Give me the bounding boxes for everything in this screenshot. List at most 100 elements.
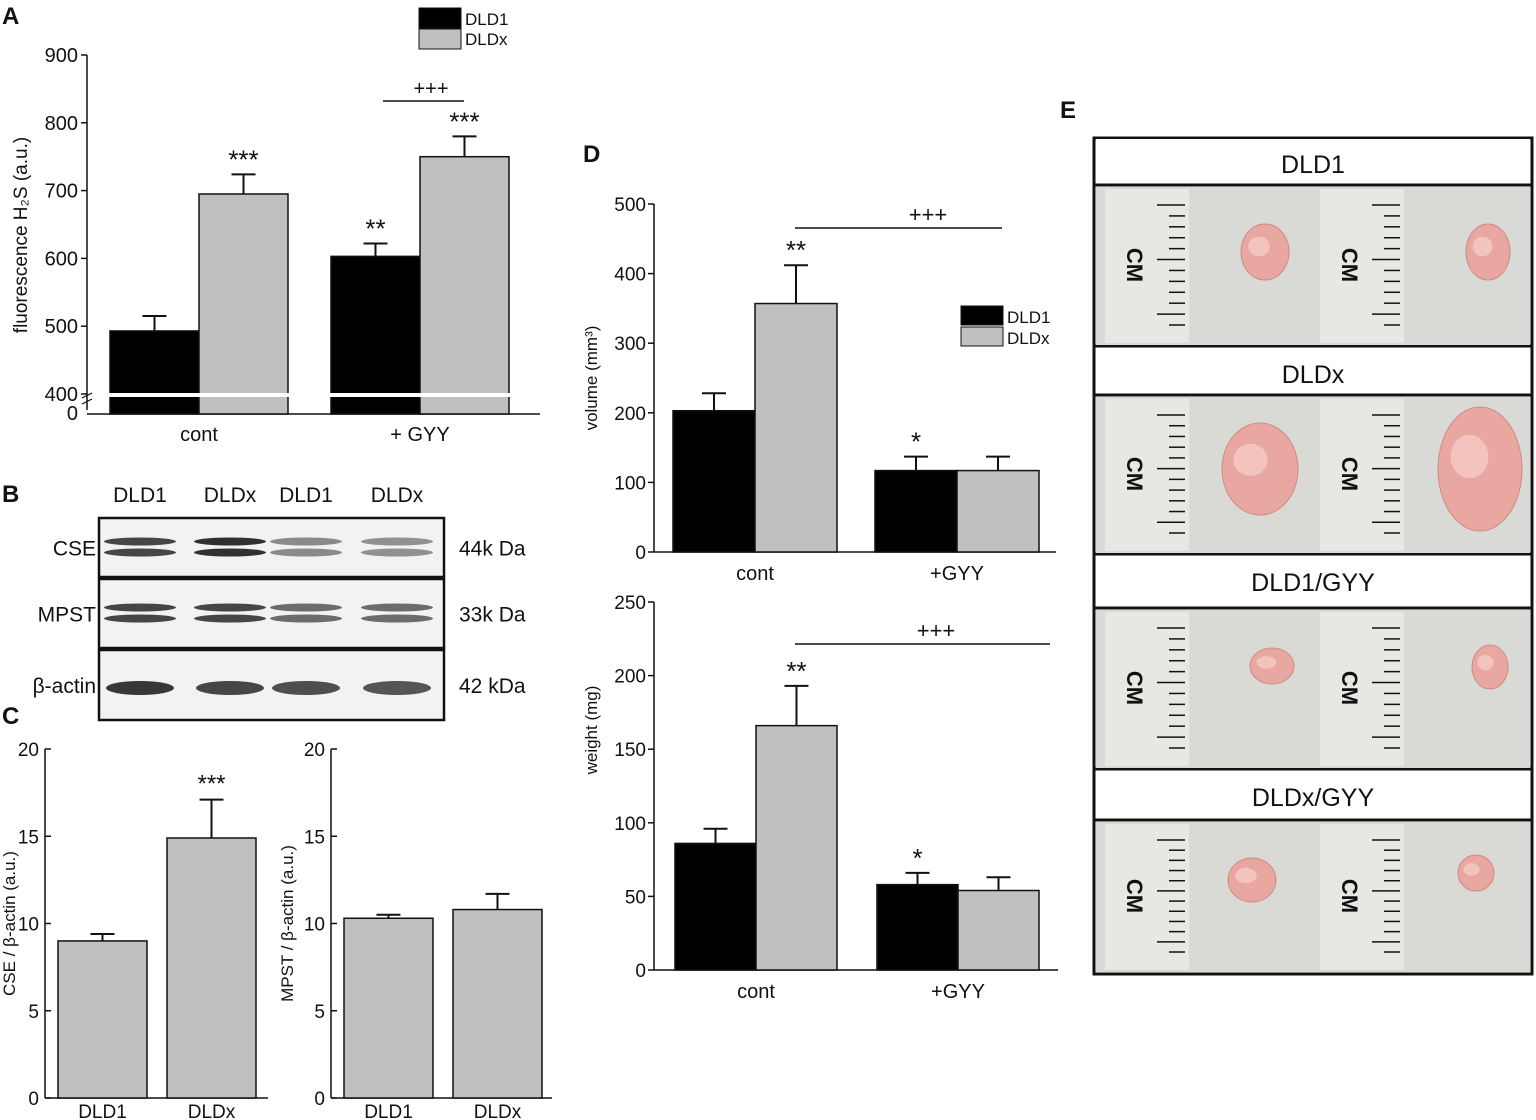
blot-band <box>270 548 342 557</box>
x-tick-label: +GYY <box>931 981 985 1003</box>
blot-band <box>104 537 176 546</box>
tumor-photos-e: DLD1 CM CM DLDx CM CM DLD1/GYY CM CM DLDx/GYY CM CM <box>1092 136 1534 976</box>
lane-label: DLD1 <box>279 484 333 507</box>
blot-band <box>361 548 433 557</box>
x-tick-label: cont <box>180 424 218 446</box>
bar-dld1-1 <box>874 469 958 553</box>
x-tick-label: +GYY <box>930 563 984 585</box>
bracket-label: +++ <box>413 78 448 100</box>
blot-strip <box>97 516 446 579</box>
y-tick-label: 400 <box>614 265 646 286</box>
photo-row-title: DLDx/GYY <box>1252 784 1375 812</box>
ruler-label: CM <box>1122 879 1147 913</box>
y-tick-label: 5 <box>314 1002 325 1023</box>
y-tick-label: 10 <box>304 915 325 936</box>
significance-label: *** <box>228 144 258 174</box>
y-tick-label: 400 <box>45 384 78 406</box>
chart-c-cse: 0 5 10 15 20 CSE / β-actin (a.u.) DLD1 DLDx *** <box>0 740 268 1120</box>
blot-band <box>270 614 342 623</box>
bar-dldx <box>166 837 257 1099</box>
tumor-highlight <box>1463 863 1480 876</box>
blot-band <box>272 681 340 695</box>
western-blot-b: DLD1 DLDx DLD1 DLDx CSE 44k Da MPST 33k Da β-act… <box>33 484 526 722</box>
blot-size-label: 44k Da <box>459 538 526 561</box>
bar-dld1 <box>57 940 148 1099</box>
y-axis-label: fluorescence H₂S (a.u.) <box>11 137 32 333</box>
legend-label: DLDx <box>465 30 508 49</box>
bar-dldx-1 <box>957 889 1040 971</box>
photo-title-band <box>1096 772 1530 819</box>
tumor-highlight <box>1248 236 1270 257</box>
tumor-highlight <box>1450 434 1489 479</box>
ruler-label: CM <box>1122 248 1147 282</box>
blot-size-label: 42 kDa <box>459 675 526 698</box>
x-tick-label: DLDx <box>474 1102 522 1120</box>
x-tick-label: + GYY <box>390 424 449 446</box>
photo-row-title: DLDx <box>1282 361 1345 389</box>
panel-label-d: D <box>583 141 600 168</box>
y-axis-label: CSE / β-actin (a.u.) <box>0 851 19 996</box>
y-tick-label: 150 <box>614 740 646 761</box>
x-tick-label: cont <box>736 563 774 585</box>
blot-band <box>194 614 266 623</box>
y-tick-label: 0 <box>635 961 646 982</box>
y-tick-label: 600 <box>45 248 78 270</box>
x-tick-label: DLDx <box>188 1102 236 1120</box>
blot-band <box>196 681 264 695</box>
bar-dldx-0 <box>755 724 838 971</box>
tumor-highlight <box>1472 236 1493 257</box>
y-tick-label: 900 <box>45 45 78 67</box>
panel-label-b: B <box>2 481 19 508</box>
legend-swatch-dldx <box>418 28 462 50</box>
blot-band <box>363 681 431 695</box>
y-tick-label: 500 <box>45 316 78 338</box>
blot-row-label: MPST <box>38 604 97 627</box>
x-tick-label: DLD1 <box>78 1102 127 1120</box>
ruler-strip <box>1105 824 1189 970</box>
y-tick-label: 0 <box>635 543 646 564</box>
panel-label-c: C <box>2 703 19 730</box>
ruler-label: CM <box>1337 248 1362 282</box>
legend-label: DLDx <box>1007 329 1050 348</box>
blot-band <box>361 614 433 623</box>
x-tick-label: cont <box>737 981 775 1003</box>
bar-dldx-1 <box>419 155 510 415</box>
y-tick-label: 15 <box>18 827 39 848</box>
bar-dldx-0 <box>754 302 838 553</box>
lane-label: DLDx <box>371 484 424 507</box>
tumor-highlight <box>1233 443 1268 476</box>
y-tick-label: 0 <box>28 1089 39 1110</box>
bar-dld1-0 <box>109 330 200 415</box>
y-tick-label: 20 <box>304 740 325 761</box>
significance-label: ** <box>365 213 385 243</box>
y-tick-label: 200 <box>614 667 646 688</box>
blot-size-label: 33k Da <box>459 604 526 627</box>
y-axis-label: volume (mm³) <box>582 326 601 431</box>
ruler-label: CM <box>1122 671 1147 705</box>
blot-band <box>194 603 266 612</box>
blot-band <box>361 537 433 546</box>
blot-band <box>104 614 176 623</box>
y-tick-label: 5 <box>28 1002 39 1023</box>
blot-row-label: CSE <box>53 538 96 561</box>
ruler-strip <box>1105 189 1189 343</box>
legend-label: DLD1 <box>465 10 508 29</box>
ruler-label: CM <box>1337 457 1362 491</box>
bar-dld1-1 <box>330 255 421 415</box>
significance-label: *** <box>197 771 225 798</box>
lane-label: DLDx <box>204 484 257 507</box>
tumor-highlight <box>1235 867 1257 884</box>
y-tick-label: 0 <box>314 1089 325 1110</box>
significance-label: * <box>911 427 921 457</box>
tumor-highlight <box>1256 656 1277 669</box>
lane-label: DLD1 <box>113 484 167 507</box>
panel-label-a: A <box>2 3 19 30</box>
x-tick-label: DLD1 <box>364 1102 413 1120</box>
bar-dld1-1 <box>876 883 959 971</box>
chart-c-mpst: 0 5 10 15 20 MPST / β-actin (a.u.) DLD1 DLDx <box>278 740 552 1120</box>
legend-swatch-dld1 <box>960 305 1004 326</box>
y-tick-label: 250 <box>614 593 646 614</box>
ruler-strip <box>1320 399 1404 551</box>
